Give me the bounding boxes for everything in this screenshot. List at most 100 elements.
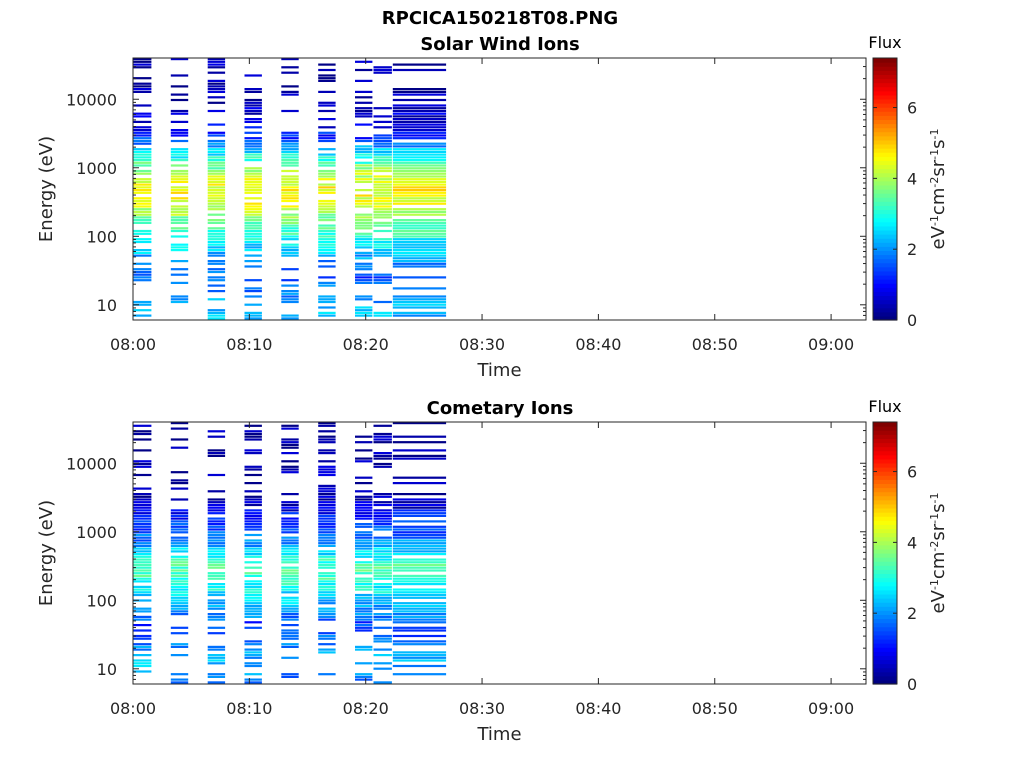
spectrogram-cell [392, 561, 447, 564]
spectrogram-cell [170, 268, 189, 271]
spectrogram-cell [318, 512, 336, 515]
spectrogram-cell [355, 161, 373, 164]
spectrogram-cell [355, 599, 373, 602]
spectrogram-cell [133, 585, 152, 588]
spectrogram-cell [244, 120, 262, 123]
spectrogram-cell [281, 574, 299, 577]
spectrogram-cell [244, 232, 262, 235]
spectrogram-cell [281, 572, 299, 575]
spectrogram-cell [133, 66, 152, 69]
spectrogram-cell [207, 533, 226, 537]
colorbar-swatch [873, 66, 897, 71]
spectrogram-cell [318, 525, 336, 528]
spectrogram-cell [318, 118, 336, 121]
spectrogram-cell [207, 626, 226, 629]
spectrogram-cell [244, 183, 262, 186]
spectrogram-cell [355, 246, 373, 249]
spectrogram-cell [281, 235, 299, 238]
spectrogram-cell [318, 509, 336, 512]
spectrogram-cell [244, 607, 262, 610]
spectrogram-cell [318, 588, 336, 591]
spectrogram-cell [355, 626, 373, 629]
spectrogram-cell [133, 279, 152, 282]
colorbar-swatch [873, 303, 897, 309]
spectrogram-cell [318, 134, 336, 137]
colorbar-swatch [873, 258, 897, 264]
spectrogram-cell [133, 430, 152, 433]
spectrogram-cell [244, 90, 262, 93]
colorbar-swatch [873, 442, 897, 448]
spectrogram-cell [373, 435, 392, 438]
spectrogram-cell [318, 452, 336, 455]
spectrogram-cell [373, 654, 392, 657]
spectrogram-cell [244, 229, 262, 233]
spectrogram-cell [170, 153, 189, 156]
spectrogram-cell [373, 577, 392, 580]
spectrogram-cell [392, 441, 447, 444]
spectrogram-cell [281, 503, 299, 507]
spectrogram-cell [133, 662, 152, 665]
spectrogram-cell [355, 227, 373, 230]
spectrogram-cell [244, 186, 262, 189]
spectrogram-cell [244, 574, 262, 577]
spectrogram-cell [133, 164, 152, 167]
spectrogram-cell [207, 473, 226, 477]
spectrogram-cell [392, 224, 447, 227]
spectrogram-cell [133, 610, 152, 613]
spectrogram-cell [281, 295, 299, 298]
spectrogram-cell [170, 610, 189, 613]
spectrogram-cell [373, 454, 392, 457]
spectrogram-cell [392, 533, 447, 537]
y-tick-label: 10 [97, 296, 117, 315]
spectrogram-cell [318, 577, 336, 580]
colorbar-swatch [873, 70, 897, 75]
spectrogram-cell [133, 629, 152, 632]
spectrogram-cell [170, 539, 189, 542]
spectrogram-cell [392, 131, 447, 134]
spectrogram-cell [170, 175, 189, 178]
spectrogram-cell [207, 268, 226, 271]
spectrogram-cell [373, 161, 392, 164]
spectrogram-cell [392, 449, 447, 452]
spectrogram-cell [133, 148, 152, 151]
spectrogram-cell [170, 514, 189, 517]
spectrogram-cell [207, 656, 226, 659]
spectrogram-cell [281, 279, 299, 282]
spectrogram-cell [373, 142, 392, 145]
spectrogram-cell [170, 199, 189, 203]
spectrogram-cell [355, 221, 373, 224]
spectrogram-cell [355, 490, 373, 493]
spectrogram-cell [355, 90, 373, 93]
spectrogram-cell [133, 131, 152, 134]
spectrogram-cell [373, 126, 392, 129]
spectrogram-cell [133, 555, 152, 558]
spectrogram-cell [355, 279, 373, 282]
colorbar-swatch [873, 643, 897, 648]
y-axis: 10 100 1000 10000 Energy (eV) [36, 57, 866, 321]
spectrogram-cell [318, 314, 336, 317]
spectrogram-cell [281, 569, 299, 572]
spectrogram-cell [281, 588, 299, 591]
spectrogram-cell [355, 604, 373, 608]
spectrogram-cell [355, 251, 373, 254]
spectrogram-cell [281, 229, 299, 233]
spectrogram-cell [373, 156, 392, 159]
spectrogram-cell [281, 66, 299, 69]
colorbar-swatch [873, 131, 897, 137]
colorbar-swatch [873, 156, 897, 161]
spectrogram-cell [392, 276, 447, 279]
spectrogram-cell [392, 183, 447, 186]
spectrogram-cell [281, 58, 299, 61]
colorbar-swatch [873, 458, 897, 464]
spectrogram-cell [244, 602, 262, 605]
spectrogram-cell [373, 640, 392, 643]
spectrogram-cell [281, 246, 299, 249]
spectrogram-cell [392, 596, 447, 599]
spectrogram-cell [355, 175, 373, 178]
spectrogram-cell [207, 243, 226, 246]
spectrogram-cell [281, 643, 299, 646]
x-tick-label: 08:10 [226, 335, 272, 354]
spectrogram-cell [355, 150, 373, 153]
spectrogram-cell [207, 588, 226, 591]
spectrogram-cell [244, 290, 262, 293]
